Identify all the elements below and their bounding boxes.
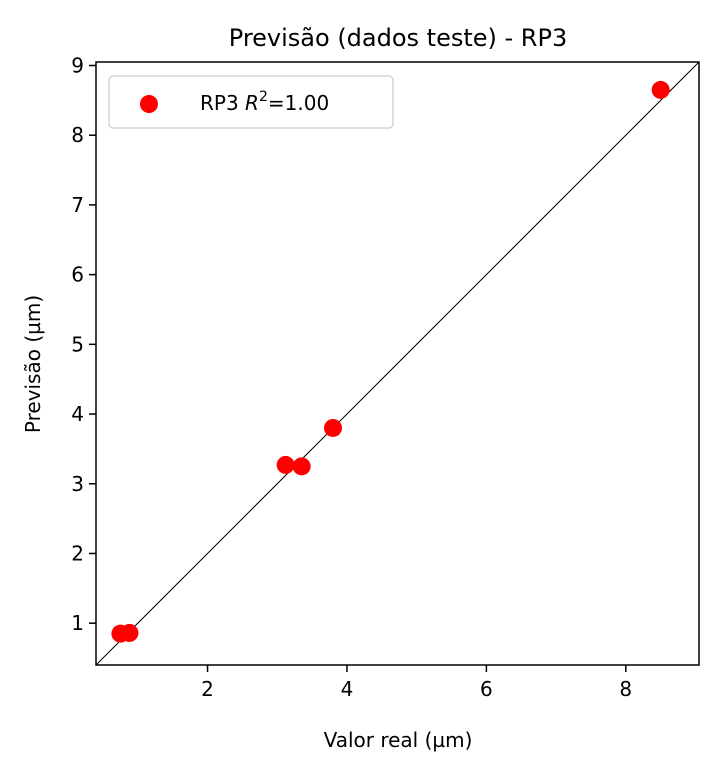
y-tick-label: 4 <box>71 402 84 426</box>
y-tick-label: 3 <box>71 472 84 496</box>
y-axis-label: Previsão (µm) <box>21 295 45 433</box>
y-tick-label: 6 <box>71 263 84 287</box>
y-tick-label: 9 <box>71 53 84 77</box>
legend-entry-suffix: =1.00 <box>268 91 329 115</box>
x-axis-ticks: 2 4 6 8 <box>201 665 632 701</box>
y-tick-label: 8 <box>71 123 84 147</box>
y-axis-ticks: 1 2 3 4 5 6 7 8 9 <box>71 53 96 635</box>
data-point <box>276 455 295 474</box>
data-point <box>651 80 670 99</box>
x-tick-label: 8 <box>619 677 632 701</box>
legend-entry-symbol: R <box>245 91 259 115</box>
legend: RP3 R2=1.00 <box>108 75 394 129</box>
legend-box <box>108 75 394 129</box>
data-point <box>292 457 311 476</box>
plot-area <box>95 61 700 666</box>
legend-marker <box>140 95 158 113</box>
data-point <box>324 418 343 437</box>
y-tick-label: 7 <box>71 193 84 217</box>
x-tick-label: 4 <box>341 677 354 701</box>
x-tick-label: 6 <box>480 677 493 701</box>
chart-title: Previsão (dados teste) - RP3 <box>229 24 567 52</box>
data-points <box>111 80 670 643</box>
x-tick-label: 2 <box>201 677 214 701</box>
x-axis-label: Valor real (µm) <box>324 728 473 752</box>
axes-frame <box>95 61 700 666</box>
y-tick-label: 2 <box>71 541 84 565</box>
legend-entry-exponent: 2 <box>259 89 268 105</box>
y-tick-label: 1 <box>71 611 84 635</box>
identity-line <box>95 61 700 666</box>
legend-entry-label: RP3 R2=1.00 <box>200 89 329 115</box>
legend-entry-prefix: RP3 <box>200 91 245 115</box>
y-tick-label: 5 <box>71 332 84 356</box>
data-point <box>120 623 139 642</box>
